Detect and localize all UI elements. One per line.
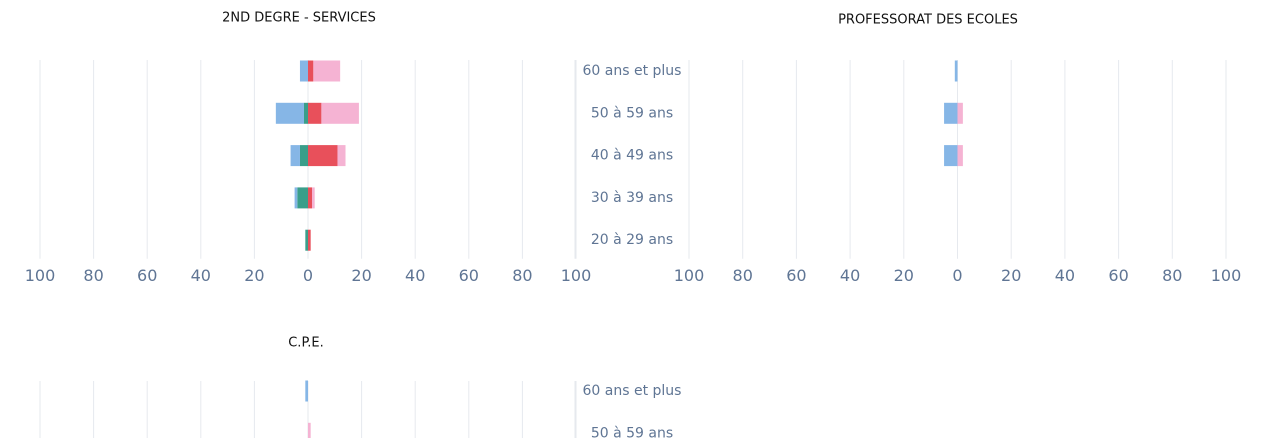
x-tick-label: 0 [952,266,962,285]
bar [313,60,341,82]
bar [321,102,359,124]
category-label: 50 à 59 ans [591,425,673,438]
bar [275,102,304,124]
x-tick-label: 100 [1211,266,1242,285]
x-tick-label: 80 [83,266,103,285]
category-label: 60 ans et plus [583,383,682,399]
bar [297,187,308,209]
chart-title: C.P.E. [288,336,324,351]
bar [299,145,308,167]
bar [957,145,963,167]
x-tick-label: 20 [244,266,264,285]
x-tick-label: 20 [1001,266,1021,285]
category-label: 50 à 59 ans [591,105,673,121]
category-label: 40 à 49 ans [591,148,673,164]
x-tick-label: 40 [405,266,425,285]
bar [312,187,315,209]
bar [305,380,308,402]
bar [290,145,300,167]
bar [957,102,963,124]
x-tick-label: 80 [1162,266,1182,285]
x-tick-label: 60 [1108,266,1128,285]
x-tick-label: 40 [191,266,211,285]
x-tick-label: 100 [561,266,592,285]
bar [305,229,308,251]
bar [308,145,338,167]
bar [299,60,308,82]
x-tick-label: 40 [840,266,860,285]
x-tick-label: 100 [25,266,56,285]
bar [944,102,958,124]
bar [308,102,322,124]
x-tick-label: 80 [512,266,532,285]
x-tick-label: 20 [351,266,371,285]
bar [308,422,311,438]
x-tick-label: 40 [1055,266,1075,285]
x-tick-label: 80 [733,266,753,285]
bar [954,60,958,82]
x-tick-label: 100 [674,266,705,285]
chart-title: PROFESSORAT DES ECOLES [838,13,1018,28]
bar [337,145,346,167]
bar [303,102,308,124]
chart-title: 2ND DEGRE - SERVICES [222,11,376,26]
category-label: 30 à 39 ans [591,190,673,206]
category-label: 20 à 29 ans [591,232,673,248]
x-tick-label: 0 [303,266,313,285]
bar [294,187,298,209]
bar [944,145,958,167]
bar [308,60,314,82]
category-label: 60 ans et plus [583,63,682,79]
x-tick-label: 60 [786,266,806,285]
x-tick-label: 20 [894,266,914,285]
bar [308,187,313,209]
x-tick-label: 60 [459,266,479,285]
x-tick-label: 60 [137,266,157,285]
bar [308,229,311,251]
